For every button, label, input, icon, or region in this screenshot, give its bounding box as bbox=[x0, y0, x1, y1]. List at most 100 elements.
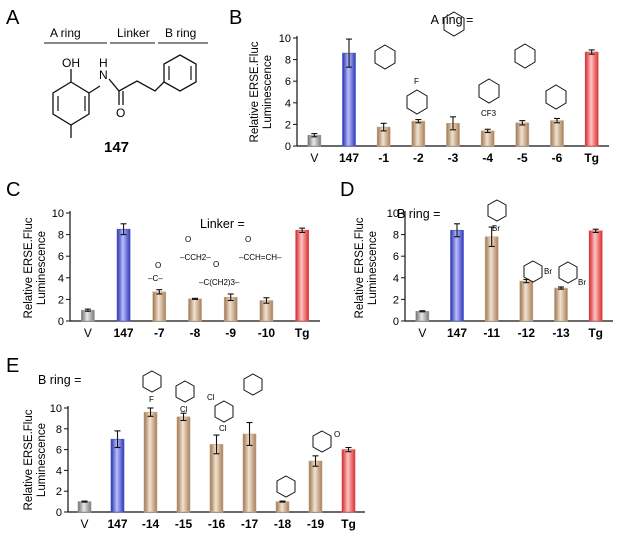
linker-8-o: O bbox=[185, 235, 191, 244]
chart-d-category-label: -13 bbox=[552, 326, 570, 340]
b-ring-hexagon bbox=[163, 54, 197, 92]
panel-letter-d: D bbox=[340, 179, 354, 201]
ring-1-icon bbox=[374, 44, 396, 70]
chart-e-title: B ring = bbox=[38, 373, 81, 387]
chart-e-bar bbox=[77, 501, 92, 513]
chart-c-bar bbox=[116, 228, 131, 322]
chart-d-bar bbox=[519, 280, 534, 322]
chart-d-ytick-label: 8 bbox=[393, 230, 399, 242]
panel-letter-b: B bbox=[229, 7, 242, 29]
chart-d-ylabel-line: Relative ERSE.Fluc bbox=[354, 217, 366, 318]
structure-147: A ring Linker B ring OH N H O 147 bbox=[44, 26, 208, 156]
chart-c-category-label: -7 bbox=[154, 326, 165, 340]
chart-e-category-label: 147 bbox=[107, 517, 127, 531]
bromo-11: Br bbox=[492, 224, 500, 233]
linker-10-o: O bbox=[245, 235, 251, 244]
chart-d-category-label: 147 bbox=[447, 326, 467, 340]
chart-d-ytick-label: 4 bbox=[393, 273, 399, 285]
chart-b-category-label: V bbox=[310, 151, 318, 165]
chart-d-category-label: Tg bbox=[588, 326, 603, 340]
chart-e-ytick-label: 8 bbox=[56, 424, 62, 436]
oh-atom: OH bbox=[62, 56, 80, 70]
chart-b-bar bbox=[584, 51, 599, 147]
chart-e-bar bbox=[143, 411, 158, 513]
chart-c-category-label: -8 bbox=[190, 326, 201, 340]
chart-e-ytick-label: 0 bbox=[56, 507, 62, 519]
chart-e-bar bbox=[341, 449, 356, 513]
chart-b-ylabel-line: Relative ERSE.Fluc bbox=[249, 41, 261, 142]
chart-c-ytick-label: 6 bbox=[58, 251, 64, 263]
chart-d-bar bbox=[588, 230, 603, 322]
chart-b-ytick-label: 6 bbox=[285, 76, 291, 88]
chart-d-ylabel-line: Luminescence bbox=[367, 231, 379, 305]
o-atom: O bbox=[116, 106, 125, 120]
chart-e-category-label: -18 bbox=[274, 517, 292, 531]
ring-13-icon bbox=[558, 261, 578, 284]
chart-c-ytick-label: 2 bbox=[58, 294, 64, 306]
chart-b-ytick-label: 8 bbox=[285, 55, 291, 67]
chart-c-ytick-label: 0 bbox=[58, 316, 64, 328]
chart-d-bar bbox=[554, 287, 568, 322]
chart-e-ytick-label: 2 bbox=[56, 486, 62, 498]
chart-b-ylabel: Relative ERSE.FlucLuminescence bbox=[249, 41, 274, 142]
chart-c-category-label: -10 bbox=[258, 326, 276, 340]
ring-11-icon bbox=[487, 199, 507, 222]
ring-15-icon bbox=[175, 380, 195, 403]
chart-d-ytick-label: 10 bbox=[387, 208, 399, 220]
ring-3-icon bbox=[443, 11, 465, 37]
chart-e-bar bbox=[308, 460, 323, 513]
chart-e-category-label: -14 bbox=[142, 517, 160, 531]
chart-c-ytick-label: 10 bbox=[52, 208, 64, 220]
chart-c-category-label: Tg bbox=[295, 326, 310, 340]
linker-9-o: O bbox=[213, 260, 219, 269]
chart-b-category-label: 147 bbox=[339, 151, 359, 165]
chart-d-ytick-label: 6 bbox=[393, 251, 399, 263]
n-atom: N bbox=[99, 68, 108, 82]
linker-10: –CCH=CH– bbox=[239, 253, 282, 262]
linker-7: –C– bbox=[148, 274, 163, 283]
chart-e-bar bbox=[275, 501, 290, 513]
a-ring-label: A ring bbox=[50, 26, 81, 40]
chart-b-bar bbox=[411, 120, 426, 147]
ring-12-icon bbox=[523, 260, 543, 283]
nh-bond bbox=[88, 85, 101, 94]
ring-19-icon bbox=[312, 430, 332, 453]
fluoro-label: F bbox=[414, 77, 419, 86]
linker-7-o: O bbox=[155, 261, 161, 270]
chart-e-bar bbox=[176, 416, 191, 513]
chart-e-category-label: -15 bbox=[175, 517, 193, 531]
compound-number: 147 bbox=[104, 139, 129, 156]
chart-c-category-label: 147 bbox=[114, 326, 134, 340]
h-atom: H bbox=[99, 56, 108, 70]
chart-e-ylabel: Relative ERSE.FlucLuminescence bbox=[23, 409, 48, 510]
ring-14-icon bbox=[142, 370, 162, 393]
chart-d-ytick-label: 0 bbox=[393, 316, 399, 328]
chart-b-ytick-label: 4 bbox=[285, 98, 291, 110]
chart-c-title: Linker = bbox=[200, 217, 245, 231]
chart-panel-b: A ring = Relative ERSE.FlucLuminescence 0 2… bbox=[249, 13, 609, 165]
chart-e-ylabel-line: Luminescence bbox=[36, 423, 48, 497]
chart-b-ytick-label: 2 bbox=[285, 119, 291, 131]
ring-17-icon bbox=[243, 373, 263, 396]
chart-c-category-label: -9 bbox=[225, 326, 236, 340]
chart-e-category-label: V bbox=[80, 517, 88, 531]
linker-9: –C(CH2)3– bbox=[199, 278, 240, 287]
chart-b-ytick-label: 0 bbox=[285, 141, 291, 153]
chart-b-category-label: Tg bbox=[584, 151, 599, 165]
chart-c-category-label: V bbox=[84, 326, 92, 340]
panel-letter-e: E bbox=[6, 355, 19, 377]
chart-c-ylabel: Relative ERSE.FlucLuminescence bbox=[23, 217, 48, 318]
chart-b-bar bbox=[550, 120, 564, 147]
chloro-16b: Cl bbox=[219, 424, 227, 433]
chart-d-category-label: -11 bbox=[483, 326, 500, 340]
linker-chain bbox=[108, 78, 165, 92]
chart-b-category-label: -3 bbox=[448, 151, 459, 165]
b-ring-label: B ring bbox=[165, 26, 196, 40]
chart-d-bar bbox=[450, 229, 464, 322]
cf3-label: CF3 bbox=[481, 109, 497, 118]
chart-c-ylabel-line: Relative ERSE.Fluc bbox=[23, 217, 35, 318]
chart-c-ytick-label: 4 bbox=[58, 273, 64, 285]
ring-5-icon bbox=[514, 43, 536, 69]
chart-panel-e: B ring = Relative ERSE.FlucLuminescence 0 2… bbox=[23, 373, 365, 531]
